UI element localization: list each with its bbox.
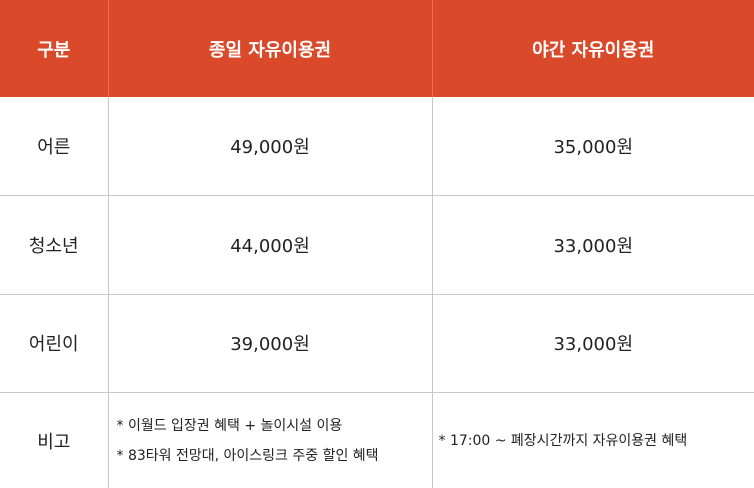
day-price: 49,000원 — [108, 97, 433, 196]
night-note-line: * 17:00 ~ 폐장시간까지 자유이용권 혜택 — [438, 432, 688, 449]
night-price: 35,000원 — [432, 97, 754, 196]
row-category: 어른 — [0, 97, 109, 196]
header-category: 구분 — [0, 0, 109, 97]
day-price: 44,000원 — [108, 195, 433, 295]
table-row-adult: 어른 49,000원 35,000원 — [0, 97, 754, 196]
night-price: 33,000원 — [432, 294, 754, 394]
table-row-child: 어린이 39,000원 33,000원 — [0, 294, 754, 394]
table-row-youth: 청소년 44,000원 33,000원 — [0, 195, 754, 295]
night-price: 33,000원 — [432, 195, 754, 295]
day-note-line: * 83타워 전망대, 아이스링크 주중 할인 혜택 — [116, 447, 379, 464]
table-header-row: 구분 종일 자유이용권 야간 자유이용권 — [0, 0, 754, 97]
table-row-notes: 비고 * 이월드 입장권 혜택 + 놀이시설 이용 * 83타워 전망대, 아이… — [0, 392, 754, 488]
row-category: 청소년 — [0, 195, 109, 295]
header-night-pass: 야간 자유이용권 — [432, 0, 754, 97]
row-category: 어린이 — [0, 294, 109, 394]
night-pass-notes: * 17:00 ~ 폐장시간까지 자유이용권 혜택 — [432, 393, 754, 488]
day-price: 39,000원 — [108, 294, 433, 394]
header-day-pass: 종일 자유이용권 — [108, 0, 433, 97]
day-note-line: * 이월드 입장권 혜택 + 놀이시설 이용 — [116, 417, 343, 434]
day-pass-notes: * 이월드 입장권 혜택 + 놀이시설 이용 * 83타워 전망대, 아이스링크… — [108, 392, 433, 488]
notes-label: 비고 — [0, 392, 109, 488]
